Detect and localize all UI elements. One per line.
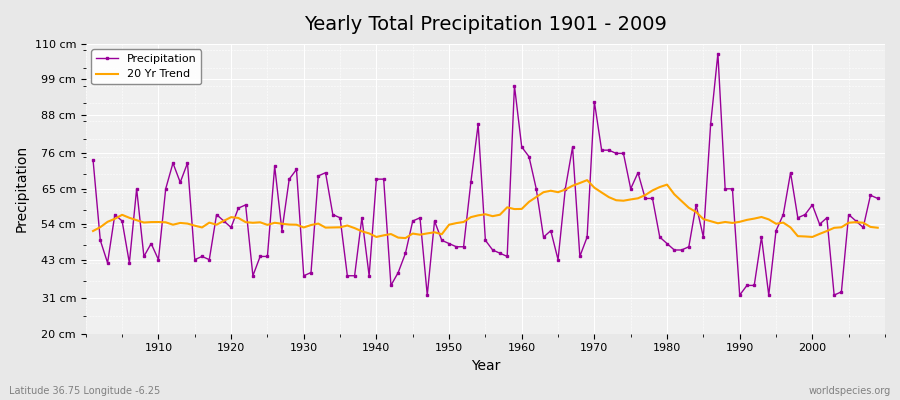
Precipitation <box>611 151 622 156</box>
Precipitation <box>872 196 883 201</box>
20 Yr Trend <box>618 198 629 203</box>
Precipitation <box>306 270 317 275</box>
20 Yr Trend <box>146 220 157 224</box>
20 Yr Trend <box>306 223 317 228</box>
Precipitation <box>422 293 433 298</box>
20 Yr Trend <box>349 226 360 230</box>
20 Yr Trend <box>517 206 527 211</box>
Line: Precipitation: Precipitation <box>92 52 879 296</box>
Y-axis label: Precipitation: Precipitation <box>15 145 29 232</box>
Precipitation <box>87 158 98 162</box>
20 Yr Trend <box>87 228 98 233</box>
Line: 20 Yr Trend: 20 Yr Trend <box>93 180 878 238</box>
Precipitation <box>713 51 724 56</box>
20 Yr Trend <box>524 200 535 204</box>
Text: worldspecies.org: worldspecies.org <box>809 386 891 396</box>
Precipitation <box>146 241 157 246</box>
Legend: Precipitation, 20 Yr Trend: Precipitation, 20 Yr Trend <box>91 50 201 84</box>
20 Yr Trend <box>400 236 411 240</box>
Precipitation <box>349 273 360 278</box>
Precipitation <box>517 144 527 149</box>
Title: Yearly Total Precipitation 1901 - 2009: Yearly Total Precipitation 1901 - 2009 <box>304 15 667 34</box>
X-axis label: Year: Year <box>471 359 500 373</box>
Text: Latitude 36.75 Longitude -6.25: Latitude 36.75 Longitude -6.25 <box>9 386 160 396</box>
20 Yr Trend <box>872 225 883 230</box>
20 Yr Trend <box>581 178 592 182</box>
Precipitation <box>524 154 535 159</box>
